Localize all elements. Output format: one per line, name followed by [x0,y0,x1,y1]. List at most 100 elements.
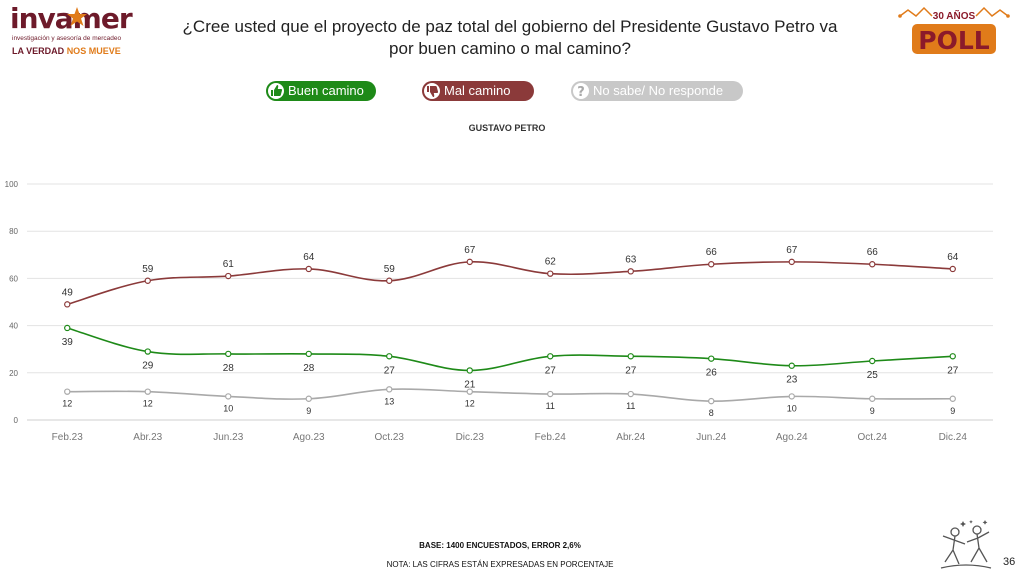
data-label-bad: 61 [223,259,235,270]
data-point-bad [225,272,232,280]
data-label-ns: 8 [709,408,714,418]
y-tick-label: 20 [9,369,18,378]
x-tick-label: Ago.23 [293,432,325,443]
y-tick-label: 40 [9,322,18,331]
x-tick-label: Ago.24 [776,432,808,443]
page-number: 36 [1003,556,1016,568]
data-point-bad [64,301,71,308]
data-point-ns [547,390,554,398]
x-tick-label: Abr.24 [616,432,645,443]
chart-title: GUSTAVO PETRO [468,123,546,133]
data-label-bad: 66 [706,247,718,258]
badge-top-text: 30 AÑOS [933,9,976,22]
data-point-bad [708,261,715,268]
data-point-bad [547,270,554,277]
data-label-ns: 9 [306,406,311,416]
data-point-ns [386,386,393,393]
data-label-bad: 64 [947,252,959,263]
data-label-bad: 66 [867,247,879,258]
data-point-bad [788,258,795,266]
data-label-good: 29 [142,361,154,372]
series-line-good [67,327,953,372]
line-chart: 0 20 40 60 80 100 Feb.23 Abr.23 Jun.23 Ago.23 Oct.… [5,180,993,443]
data-point-ns [305,395,312,402]
x-tick-label: Oct.24 [858,432,888,443]
data-label-bad: 62 [545,257,557,268]
legend-good-label: Buen camino [288,83,364,98]
x-tick-label: Jun.23 [213,432,243,443]
data-label-good: 28 [303,363,315,374]
data-label-ns: 9 [870,406,875,416]
data-point-bad [144,277,151,284]
slogan-part2: NOS MUEVE [66,46,121,56]
data-label-bad: 67 [464,245,476,256]
data-point-good [708,355,715,362]
data-label-good: 39 [62,337,74,348]
data-point-bad [386,277,393,284]
y-tick-label: 80 [9,227,18,236]
data-label-good: 27 [947,365,959,376]
logo-tagline: investigación y asesoría de mercadeo [12,35,122,42]
data-point-good [64,324,71,332]
data-point-ns [64,388,71,395]
data-point-good [788,362,795,369]
data-label-good: 27 [625,365,637,376]
question-title: ¿Cree usted que el proyecto de paz total… [182,17,838,58]
data-point-good [869,357,876,365]
data-label-good: 27 [384,365,396,376]
slogan-part1: LA VERDAD [12,46,65,56]
x-tick-label: Dic.24 [939,432,968,443]
data-label-bad: 59 [142,264,154,275]
data-point-good [305,350,312,358]
data-label-ns: 12 [143,399,153,409]
logo-star-icon [67,7,87,26]
legend-bad-label: Mal camino [444,83,511,98]
data-label-good: 21 [464,379,476,390]
data-point-ns [869,395,876,402]
data-point-ns [708,397,715,405]
x-tick-label: Feb.24 [535,432,567,443]
data-label-good: 25 [867,370,879,381]
data-label-good: 26 [706,368,718,379]
legend-ns-label: No sabe/ No responde [593,83,724,98]
data-point-good [547,353,554,360]
x-tick-label: Abr.23 [133,432,162,443]
data-label-ns: 13 [384,396,394,406]
data-point-bad [869,261,876,268]
svg-text:?: ? [577,85,585,99]
legend-no-sabe: ? No sabe/ No responde [571,81,743,101]
data-point-bad [466,258,473,266]
data-point-ns [225,393,232,400]
thumbs-up-icon [268,83,284,99]
dancing-figures-icon [940,520,992,569]
data-label-bad: 67 [786,245,798,256]
legend-mal-camino: Mal camino [422,81,534,101]
data-point-bad [627,268,634,275]
data-label-ns: 11 [546,401,555,411]
badge-main-text: POLL [918,26,990,55]
footer-base: BASE: 1400 ENCUESTADOS, ERROR 2,6% [419,541,581,550]
logo-wordmark: invamer [10,2,133,35]
poll-badge-logo: 30 AÑOS POLL [898,6,1010,55]
logo-slogan: LA VERDAD NOS MUEVE [12,46,121,56]
y-tick-label: 100 [5,180,19,189]
data-point-good [466,367,473,374]
legend-buen-camino: Buen camino [266,81,376,101]
data-label-bad: 64 [303,252,315,263]
data-point-ns [788,393,795,400]
data-label-ns: 10 [223,403,233,413]
data-label-bad: 63 [625,254,637,265]
data-label-ns: 11 [626,401,635,411]
y-tick-label: 60 [9,274,18,283]
data-point-good [627,353,634,360]
series-line-ns [67,388,953,402]
data-label-ns: 10 [787,403,797,413]
x-tick-label: Oct.23 [375,432,405,443]
series-line-bad [67,261,953,306]
x-tick-label: Dic.23 [456,432,485,443]
thumbs-down-icon [424,83,440,99]
invamer-logo: invamer investigación y asesoría de merc… [10,4,135,62]
data-label-good: 28 [223,363,235,374]
data-point-good [225,350,232,358]
data-point-ns [466,388,473,395]
